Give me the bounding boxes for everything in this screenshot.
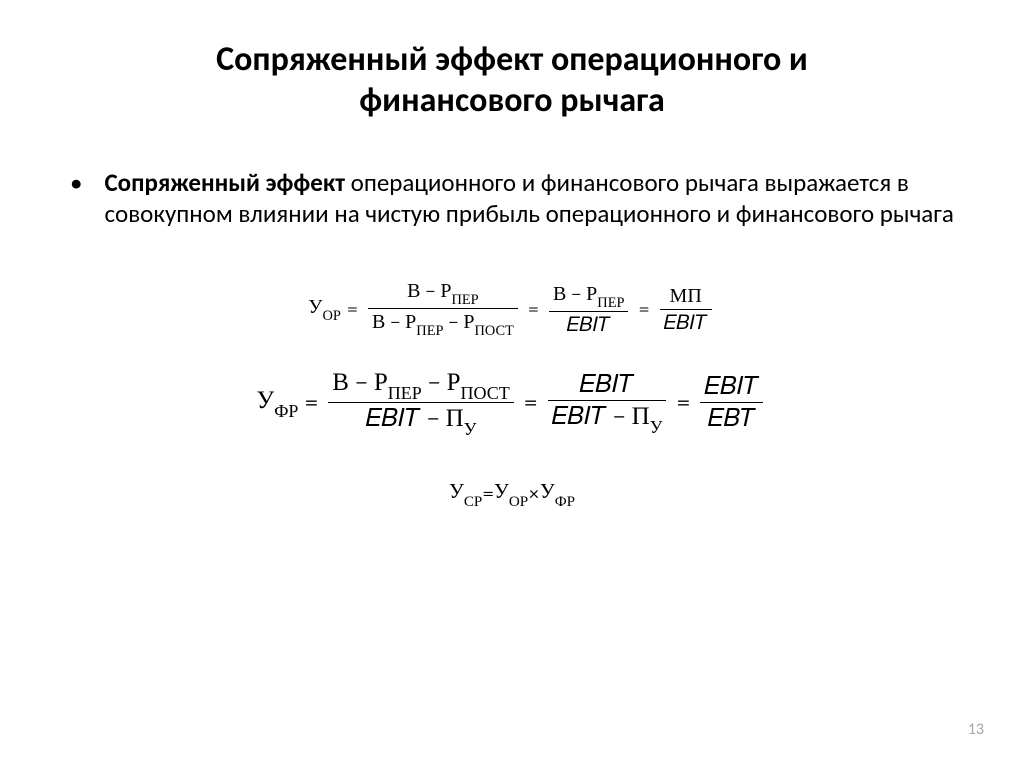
numerator: В − РПЕР xyxy=(549,282,629,311)
txt: У xyxy=(308,295,322,318)
txt: − Р xyxy=(422,368,461,397)
txt: ПЕР xyxy=(388,383,422,404)
denominator: 𝐸𝐵𝐼𝑇 xyxy=(660,310,712,334)
bullet-bold: Сопряженный эффект xyxy=(104,167,345,198)
denominator: 𝐸𝐵𝐼𝑇 xyxy=(563,312,615,336)
txt: ПЕР xyxy=(451,291,478,308)
slide: Сопряженный эффект операционного и финан… xyxy=(0,0,1024,767)
equals: = xyxy=(482,482,494,506)
numerator: В − РПЕР xyxy=(403,279,483,308)
formula-uor: УОР = В − РПЕР В − РПЕР − РПОСТ = В − РП… xyxy=(60,279,964,338)
f3-c: УФР xyxy=(540,479,575,508)
equals: = xyxy=(347,297,358,320)
page-number: 13 xyxy=(968,720,984,739)
txt: 𝐸𝐵𝐼𝑇 − П xyxy=(552,402,650,431)
f2-lhs: УФР xyxy=(257,386,299,419)
equals: = xyxy=(638,297,649,320)
numerator: МП xyxy=(666,284,706,309)
txt: ПЕР xyxy=(416,322,443,339)
bullet-item: • Сопряженный эффект операционного и фин… xyxy=(60,167,964,230)
bullet-text: Сопряженный эффект операционного и финан… xyxy=(104,167,964,230)
fraction: 𝐸𝐵𝐼𝑇 𝐸𝐵𝑇 xyxy=(700,372,763,433)
bullet-dot-icon: • xyxy=(70,167,82,198)
slide-title: Сопряженный эффект операционного и финан… xyxy=(60,40,964,122)
txt: − Р xyxy=(443,310,474,333)
txt: У xyxy=(257,386,275,415)
equals: = xyxy=(304,388,318,417)
txt: ФР xyxy=(555,492,575,510)
fraction: В − РПЕР 𝐸𝐵𝐼𝑇 xyxy=(549,282,629,336)
txt: В − Р xyxy=(407,279,451,302)
txt: ОР xyxy=(322,307,340,324)
txt: У xyxy=(464,419,477,440)
txt: ПЕР xyxy=(597,294,624,311)
fraction: В − РПЕР В − РПЕР − РПОСТ xyxy=(368,279,518,338)
title-line-2: финансового рычага xyxy=(359,80,665,121)
formula-ufr: УФР = В − РПЕР − РПОСТ 𝐸𝐵𝐼𝑇 − ПУ = 𝐸𝐵𝐼𝑇 … xyxy=(60,368,964,437)
txt: 𝐸𝐵𝐼𝑇 − П xyxy=(366,404,464,433)
numerator: 𝐸𝐵𝐼𝑇 xyxy=(575,370,638,400)
equals: = xyxy=(528,297,539,320)
txt: У xyxy=(449,480,464,504)
equals: = xyxy=(524,388,538,417)
txt: У xyxy=(494,480,509,504)
denominator: 𝐸𝐵𝑇 xyxy=(704,403,760,433)
txt: В − Р xyxy=(553,282,597,305)
fraction: 𝐸𝐵𝐼𝑇 𝐸𝐵𝐼𝑇 − ПУ xyxy=(548,370,667,435)
title-line-1: Сопряженный эффект операционного и xyxy=(216,39,808,80)
txt: ОР xyxy=(509,492,528,510)
fraction: В − РПЕР − РПОСТ 𝐸𝐵𝐼𝑇 − ПУ xyxy=(328,368,513,437)
f3-b: УОР xyxy=(494,479,528,508)
txt: СР xyxy=(464,492,482,510)
txt: В − Р xyxy=(332,368,387,397)
equals: = xyxy=(676,388,690,417)
txt: У xyxy=(650,417,663,438)
txt: У xyxy=(540,480,555,504)
formula-block: УОР = В − РПЕР В − РПЕР − РПОСТ = В − РП… xyxy=(60,279,964,508)
txt: ФР xyxy=(274,401,298,422)
denominator: 𝐸𝐵𝐼𝑇 − ПУ xyxy=(362,403,481,437)
fraction: МП 𝐸𝐵𝐼𝑇 xyxy=(660,284,712,334)
f1-lhs: УОР xyxy=(308,295,341,323)
denominator: В − РПЕР − РПОСТ xyxy=(368,309,518,338)
numerator: 𝐸𝐵𝐼𝑇 xyxy=(700,372,763,402)
txt: В − Р xyxy=(372,310,416,333)
txt: ПОСТ xyxy=(475,322,514,339)
numerator: В − РПЕР − РПОСТ xyxy=(328,368,513,402)
denominator: 𝐸𝐵𝐼𝑇 − ПУ xyxy=(548,401,667,435)
txt: ПОСТ xyxy=(461,383,510,404)
f3-a: УСР xyxy=(449,479,482,508)
times: × xyxy=(528,482,540,506)
formula-usr: УСР = УОР × УФР xyxy=(60,479,964,508)
